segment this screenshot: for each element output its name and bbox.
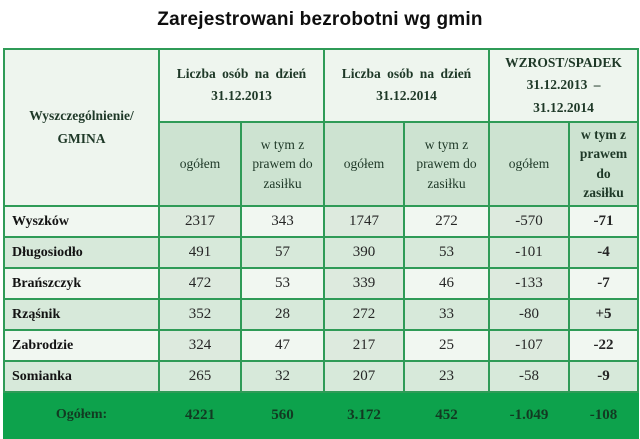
subheader-2013-benefit: w tym z prawem do zasiłku bbox=[240, 120, 325, 208]
table-row-dlugosiodlo: Długosiodło 491 57 390 53 -101 -4 bbox=[3, 236, 639, 270]
subheader-2013-total: ogółem bbox=[158, 120, 242, 208]
cell-change-total: -80 bbox=[488, 298, 570, 332]
cell-2014-total: 390 bbox=[323, 236, 405, 270]
corner-header-line2: GMINA bbox=[57, 130, 106, 146]
table-row-wyszkow: Wyszków 2317 343 1747 272 -570 -71 bbox=[3, 205, 639, 239]
cell-2014-benefit: 23 bbox=[403, 360, 490, 394]
cell-change-benefit: -7 bbox=[568, 267, 639, 301]
cell-change-total: -101 bbox=[488, 236, 570, 270]
cell-change-benefit: +5 bbox=[568, 298, 639, 332]
cell-2013-total: 324 bbox=[158, 329, 242, 363]
corner-header-line1: Wyszczególnienie/ bbox=[29, 108, 134, 124]
cell-2013-benefit: 53 bbox=[240, 267, 325, 301]
gmina-name: Wyszków bbox=[3, 205, 160, 239]
cell-2013-total: 472 bbox=[158, 267, 242, 301]
gmina-name: Rząśnik bbox=[3, 298, 160, 332]
cell-2013-total: 491 bbox=[158, 236, 242, 270]
cell-change-benefit: -4 bbox=[568, 236, 639, 270]
cell-2014-total: 1747 bbox=[323, 205, 405, 239]
corner-header: Wyszczególnienie/ GMINA bbox=[3, 47, 160, 208]
total-2013-total: 4221 bbox=[158, 391, 242, 439]
page-title: Zarejestrowani bezrobotni wg gmin bbox=[157, 9, 483, 30]
gmina-name: Somianka bbox=[3, 360, 160, 394]
total-change-benefit: -108 bbox=[568, 391, 639, 439]
total-label: Ogółem: bbox=[3, 391, 160, 439]
cell-2013-benefit: 28 bbox=[240, 298, 325, 332]
cell-2014-benefit: 53 bbox=[403, 236, 490, 270]
header-group-row: Wyszczególnienie/ GMINA Liczba osób na d… bbox=[3, 47, 639, 208]
cell-2014-total: 217 bbox=[323, 329, 405, 363]
group-header-2014: Liczba osób na dzień 31.12.2014 bbox=[323, 48, 490, 123]
cell-2013-benefit: 343 bbox=[240, 205, 325, 239]
cell-change-benefit: -9 bbox=[568, 360, 639, 394]
group-header-2013: Liczba osób na dzień 31.12.2013 bbox=[158, 48, 325, 123]
table-row-total: Ogółem: 4221 560 3.172 452 -1.049 -108 bbox=[3, 391, 639, 439]
cell-2013-total: 2317 bbox=[158, 205, 242, 239]
group-header-change: WZROST/SPADEK 31.12.2013 – 31.12.2014 bbox=[488, 48, 639, 123]
cell-change-total: -570 bbox=[488, 205, 570, 239]
cell-2014-total: 207 bbox=[323, 360, 405, 394]
cell-change-total: -107 bbox=[488, 329, 570, 363]
cell-2013-total: 265 bbox=[158, 360, 242, 394]
cell-2014-benefit: 25 bbox=[403, 329, 490, 363]
subheader-2014-total: ogółem bbox=[323, 120, 405, 208]
cell-2014-benefit: 46 bbox=[403, 267, 490, 301]
gmina-name: Zabrodzie bbox=[3, 329, 160, 363]
subheader-change-total: ogółem bbox=[488, 120, 570, 208]
total-change-total: -1.049 bbox=[488, 391, 570, 439]
table-row-rzasnik: Rząśnik 352 28 272 33 -80 +5 bbox=[3, 298, 639, 332]
table-row-branszczyk: Brańszczyk 472 53 339 46 -133 -7 bbox=[3, 267, 639, 301]
total-2014-total: 3.172 bbox=[323, 391, 405, 439]
cell-2014-total: 339 bbox=[323, 267, 405, 301]
header-sub-row: ogółem w tym z prawem do zasiłku ogółem … bbox=[4, 120, 639, 208]
cell-2014-benefit: 33 bbox=[403, 298, 490, 332]
cell-change-benefit: -71 bbox=[568, 205, 639, 239]
cell-change-total: -133 bbox=[488, 267, 570, 301]
subheader-change-benefit: w tym z prawem do zasiłku bbox=[568, 120, 639, 208]
cell-change-total: -58 bbox=[488, 360, 570, 394]
gmina-name: Brańszczyk bbox=[3, 267, 160, 301]
subheader-2014-benefit: w tym z prawem do zasiłku bbox=[403, 120, 490, 208]
total-2013-benefit: 560 bbox=[240, 391, 325, 439]
cell-2014-benefit: 272 bbox=[403, 205, 490, 239]
cell-2013-benefit: 32 bbox=[240, 360, 325, 394]
gmina-name: Długosiodło bbox=[3, 236, 160, 270]
table-row-zabrodzie: Zabrodzie 324 47 217 25 -107 -22 bbox=[3, 329, 639, 363]
cell-2014-total: 272 bbox=[323, 298, 405, 332]
table-row-somianka: Somianka 265 32 207 23 -58 -9 bbox=[3, 360, 639, 394]
cell-2013-total: 352 bbox=[158, 298, 242, 332]
cell-change-benefit: -22 bbox=[568, 329, 639, 363]
cell-2013-benefit: 57 bbox=[240, 236, 325, 270]
cell-2013-benefit: 47 bbox=[240, 329, 325, 363]
unemployment-table: Wyszczególnienie/ GMINA Liczba osób na d… bbox=[3, 47, 639, 439]
total-2014-benefit: 452 bbox=[403, 391, 490, 439]
